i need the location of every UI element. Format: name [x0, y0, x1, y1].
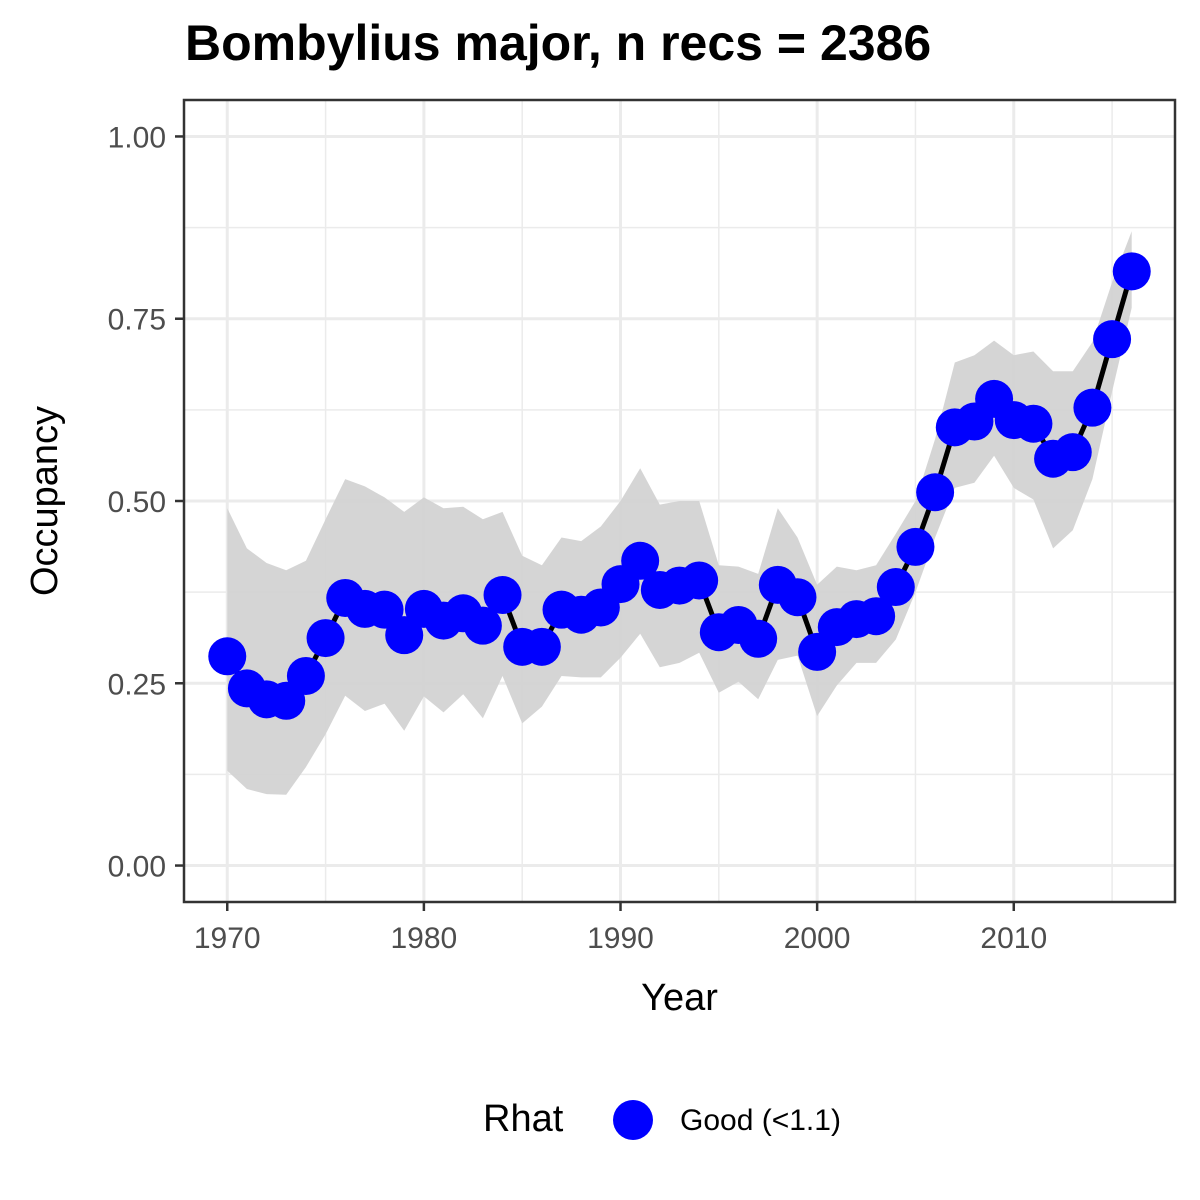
y-axis-title: Occupancy	[24, 406, 66, 596]
x-tick-label: 1990	[587, 922, 654, 955]
y-tick-label: 1.00	[108, 121, 166, 154]
data-point	[916, 473, 955, 512]
y-tick-label: 0.50	[108, 486, 166, 519]
data-point	[1053, 433, 1092, 472]
data-point	[286, 656, 325, 695]
x-tick-label: 2010	[980, 922, 1047, 955]
grid-lines	[184, 100, 1175, 902]
legend-key-blue-dot	[613, 1100, 653, 1140]
legend: Rhat Good (<1.1)	[0, 1090, 1200, 1150]
x-tick-label: 1980	[391, 922, 458, 955]
y-tick-label: 0.00	[108, 851, 166, 884]
data-point	[857, 597, 896, 636]
data-point	[208, 637, 247, 676]
data-points	[208, 252, 1151, 720]
ribbon-area	[227, 231, 1132, 795]
data-point	[483, 576, 522, 615]
data-point	[1014, 404, 1053, 443]
data-point	[876, 568, 915, 607]
data-point	[621, 541, 660, 580]
y-tick-label: 0.75	[108, 304, 166, 337]
data-point	[385, 616, 424, 655]
x-tick-label: 2000	[784, 922, 851, 955]
data-point	[1093, 320, 1132, 359]
data-point	[896, 527, 935, 566]
data-point	[778, 578, 817, 617]
data-point	[1073, 388, 1112, 427]
y-tick-label: 0.25	[108, 668, 166, 701]
data-point	[680, 561, 719, 600]
data-point	[463, 606, 502, 645]
x-tick-label: 1970	[194, 922, 261, 955]
data-point	[522, 627, 561, 666]
data-point	[739, 619, 778, 658]
data-point	[306, 619, 345, 658]
plot-area: 0.00 0.25 0.50 0.75 1.00 1970 1980 1990 2000 2010…	[24, 98, 1177, 1019]
x-axis-title: Year	[641, 977, 718, 1019]
legend-label: Good (<1.1)	[680, 1104, 841, 1137]
legend-title: Rhat	[483, 1098, 564, 1140]
data-point	[1112, 252, 1151, 291]
chart-title: Bombylius major, n recs = 2386	[185, 15, 932, 71]
axes: 0.00 0.25 0.50 0.75 1.00 1970 1980 1990 2000 2010…	[24, 121, 1047, 1019]
credible-interval-ribbon	[227, 231, 1132, 795]
